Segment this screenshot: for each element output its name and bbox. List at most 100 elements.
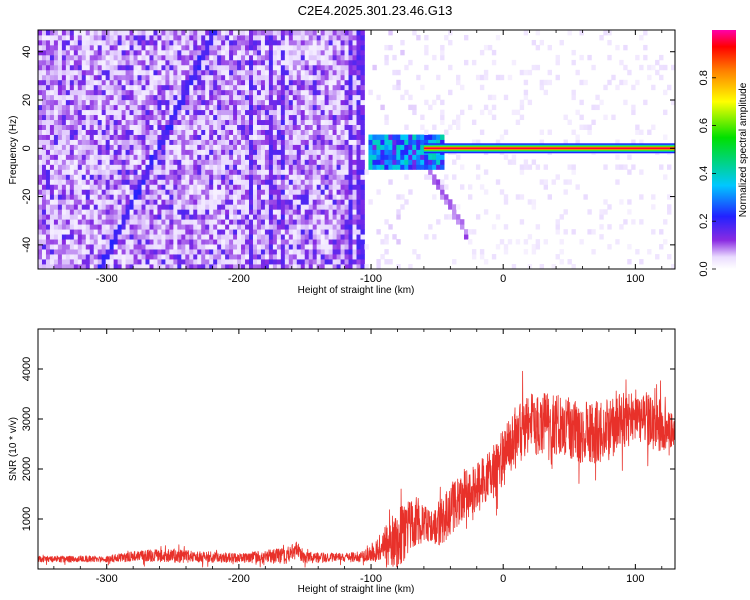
spectrogram-cell — [332, 249, 337, 255]
spectrogram-cell — [260, 69, 266, 76]
spectrogram-cell — [101, 169, 107, 175]
spectrogram-cell — [217, 204, 222, 210]
spectrogram-cell — [571, 229, 576, 235]
spectrogram-cell — [332, 34, 337, 41]
spectrogram-cell — [125, 114, 130, 121]
spectrogram-cell — [61, 64, 67, 71]
spectrogram-cell — [165, 179, 170, 185]
spectrogram-cell — [252, 134, 258, 140]
spectrogram-cell — [109, 69, 115, 76]
spectrogram-cell — [117, 139, 123, 145]
spectrogram-cell — [288, 159, 294, 165]
spectrogram-cell — [65, 259, 71, 265]
spectrogram-cell — [69, 54, 75, 61]
spectrogram-cell — [169, 204, 174, 210]
spectrogram-cell — [300, 184, 306, 190]
spectrogram-cell — [221, 44, 226, 51]
spectrogram-cell — [380, 149, 385, 155]
spectrogram-cell — [93, 224, 99, 230]
spectrogram-cell — [153, 74, 158, 81]
spectrogram-cell — [38, 139, 43, 145]
spectrogram-cell — [237, 254, 242, 260]
spectrogram-cell — [173, 259, 178, 265]
spectrogram-cell — [213, 194, 218, 200]
spectrogram-cell — [61, 194, 67, 200]
spectrogram-cell — [217, 224, 222, 230]
spectrogram-cell — [360, 59, 365, 66]
spectrogram-cell — [157, 144, 162, 150]
spectrogram-cell — [332, 69, 337, 76]
spectrogram-cell — [149, 114, 154, 121]
spectrogram-cell — [344, 34, 349, 41]
spectrogram-cell — [647, 74, 652, 81]
spectrogram-cell — [53, 94, 59, 101]
spectrogram-cell — [372, 134, 377, 140]
spectrogram-cell — [113, 229, 119, 235]
spectrogram-cell — [292, 54, 298, 61]
spectrogram-cell — [157, 244, 162, 250]
spectrogram-cell — [547, 129, 552, 135]
spectrogram-cell — [404, 149, 409, 155]
spectrogram-cell — [256, 119, 262, 126]
spectrogram-cell — [177, 109, 182, 116]
spectrogram-cell — [157, 254, 162, 260]
spectrogram-cell — [57, 84, 63, 91]
spectrogram-cell — [157, 134, 162, 140]
spectrogram-cell — [173, 184, 178, 190]
spectrogram-cell — [141, 69, 146, 76]
spectrogram-cell — [145, 224, 150, 230]
spectrogram-cell — [77, 199, 83, 205]
spectrogram-cell — [177, 179, 182, 185]
spectrogram-cell — [165, 124, 170, 130]
spectrogram-cell — [268, 234, 274, 240]
spectrogram-cell — [165, 234, 170, 240]
spectrogram-cell — [145, 199, 150, 205]
spectrogram-cell — [336, 79, 341, 86]
spectrogram-cell — [185, 239, 190, 245]
spectrogram-cell — [117, 144, 123, 150]
spectrogram-cell — [181, 79, 186, 86]
spectrogram-cell — [268, 174, 274, 180]
spectrogram-cell — [237, 194, 242, 200]
spectrogram-cell — [272, 109, 278, 116]
spectrogram-cell — [125, 264, 130, 269]
spectrogram-cell — [268, 219, 274, 225]
colorbar-gradient — [712, 30, 736, 269]
spectrogram-cell — [284, 264, 290, 269]
spectrogram-cell — [304, 84, 310, 91]
spectrogram-cell — [316, 94, 322, 101]
spectrogram-cell — [97, 229, 103, 235]
spectrogram-cell — [73, 114, 79, 121]
spectrogram-cell — [57, 79, 63, 86]
spectrogram-cell — [404, 199, 409, 205]
spectrogram-cell — [153, 169, 158, 175]
spectrogram-cell — [448, 204, 453, 210]
spectrogram-cell — [264, 30, 270, 36]
spectrogram-cell — [157, 119, 162, 126]
spectrogram-cell — [41, 199, 47, 205]
spectrogram-cell — [332, 54, 337, 61]
spectrogram-cell — [57, 264, 63, 269]
spectrogram-cell — [237, 124, 242, 130]
spectrogram-cell — [61, 219, 67, 225]
spectrogram-cell — [225, 94, 230, 101]
spectrogram-cell — [308, 74, 314, 81]
spectrogram-cell — [109, 99, 115, 106]
spectrogram-cell — [296, 204, 302, 210]
spectrogram-cell — [153, 84, 158, 91]
spectrogram-cell — [85, 164, 91, 170]
spectrogram-cell — [129, 224, 134, 230]
spectrogram-cell — [308, 84, 314, 91]
spectrogram-cell — [153, 64, 158, 71]
spectrogram-cell — [189, 199, 194, 205]
spectrogram-cell — [320, 164, 326, 170]
spectrogram-cell — [169, 39, 174, 46]
spectrogram-cell — [324, 259, 330, 265]
spectrogram-cell — [221, 144, 226, 150]
spectrogram-cell — [197, 129, 202, 135]
spectrogram-cell — [197, 154, 202, 160]
spectrogram-cell — [109, 134, 115, 140]
spectrogram-cell — [348, 89, 353, 96]
spectrogram-cell — [181, 89, 186, 96]
spectrogram-cell — [249, 109, 254, 116]
